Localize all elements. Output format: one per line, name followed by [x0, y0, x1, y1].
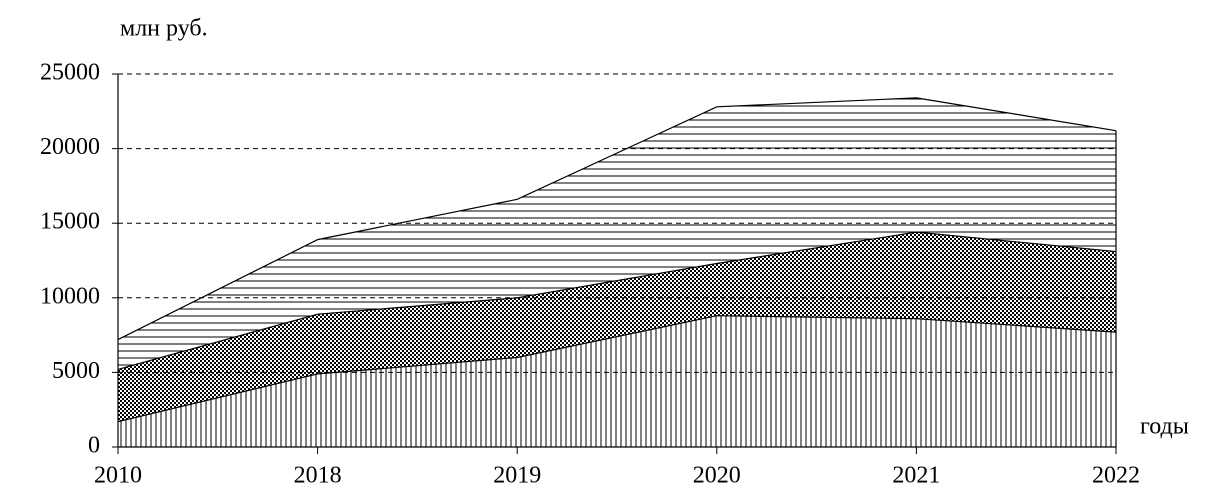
y-tick-label: 10000 — [40, 283, 100, 309]
x-tick-label: 2021 — [892, 463, 940, 489]
area-edge — [117, 97, 1117, 341]
area — [118, 232, 1116, 422]
y-tick-label: 25000 — [40, 60, 100, 86]
area — [118, 315, 1116, 447]
x-tick-label: 2020 — [693, 463, 741, 489]
y-tick-label: 20000 — [40, 134, 100, 160]
y-tick-label: 5000 — [52, 358, 100, 384]
x-tick-label: 2019 — [493, 463, 541, 489]
x-tick-label: 2010 — [94, 463, 142, 489]
y-tick-label: 15000 — [40, 209, 100, 235]
y-axis-label: млн руб. — [120, 16, 208, 42]
area — [118, 97, 1116, 370]
x-axis-label: годы — [1140, 414, 1189, 440]
x-tick-label: 2022 — [1092, 463, 1140, 489]
y-tick-label: 0 — [88, 433, 100, 459]
x-tick-label: 2018 — [294, 463, 342, 489]
